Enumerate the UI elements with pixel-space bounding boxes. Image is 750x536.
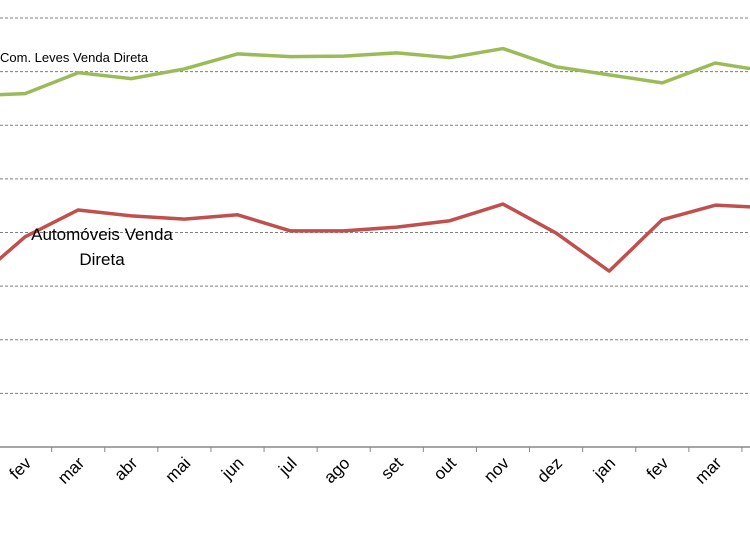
x-tick-label: fev bbox=[6, 453, 36, 483]
x-tick-label: abr bbox=[748, 453, 750, 484]
x-tick-label: fev bbox=[643, 453, 673, 483]
x-tick-label: jan bbox=[589, 454, 619, 484]
series-line bbox=[0, 202, 750, 273]
x-tick-label: abr bbox=[110, 453, 141, 484]
x-tick-label: jun bbox=[217, 454, 247, 484]
x-tick-label: mai bbox=[162, 454, 195, 487]
series-line bbox=[0, 46, 750, 97]
x-tick-label: mar bbox=[54, 453, 88, 487]
x-tick-label: set bbox=[377, 453, 407, 483]
x-tick-label: ago bbox=[320, 454, 353, 487]
series-label: Com. Leves Venda Direta bbox=[0, 50, 149, 65]
x-tick-label: out bbox=[430, 453, 460, 483]
series-label: Automóveis Venda Direta bbox=[31, 225, 173, 269]
x-tick-label: mar bbox=[691, 453, 725, 487]
x-tick-label: jul bbox=[274, 454, 300, 480]
x-tick-label: dez bbox=[533, 454, 566, 487]
x-tick-label: nov bbox=[480, 453, 513, 486]
